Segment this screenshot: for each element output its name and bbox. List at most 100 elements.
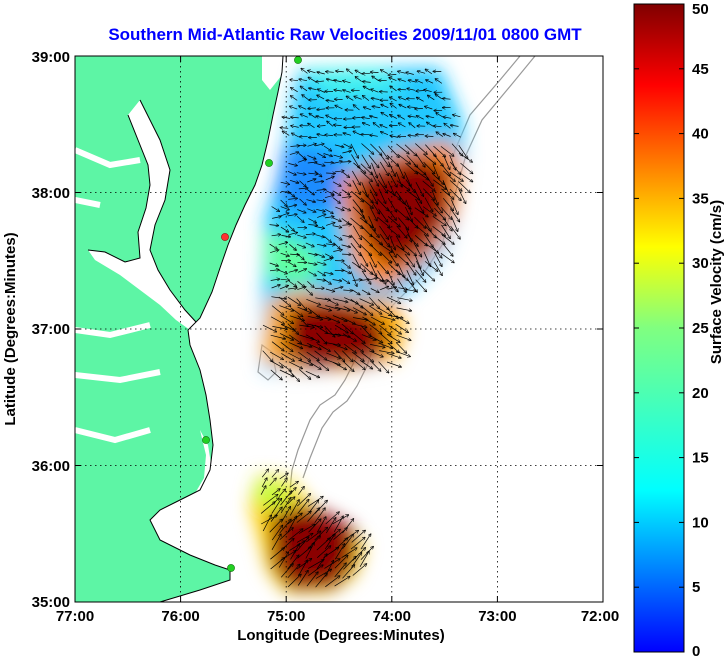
velocity-vector [317, 95, 325, 100]
velocity-vector [377, 299, 389, 309]
axis-tick-marks [75, 56, 603, 602]
velocity-vector [398, 115, 405, 120]
velocity-vector [309, 88, 317, 90]
velocity-vector [406, 261, 416, 275]
velocity-vector [389, 78, 397, 81]
velocity-vector [442, 154, 449, 170]
velocity-vector [341, 278, 350, 284]
velocity-vector [360, 534, 371, 550]
velocity-vector [395, 190, 405, 204]
velocity-vector [288, 270, 298, 273]
velocity-vector [299, 334, 313, 339]
velocity-vector [417, 71, 426, 74]
velocity-vector [423, 161, 435, 174]
velocity-vector [332, 217, 341, 222]
velocity-vector [379, 350, 394, 354]
velocity-vector [442, 243, 453, 257]
velocity-vector [314, 350, 327, 360]
velocity-vector [361, 182, 368, 197]
velocity-vector [271, 296, 286, 299]
velocity-vector [426, 80, 434, 84]
velocity-vector [289, 500, 299, 516]
velocity-vector [351, 154, 359, 168]
velocity-vector [287, 323, 299, 335]
velocity-vector [305, 370, 320, 377]
velocity-vector [342, 565, 355, 579]
velocity-vector [387, 287, 397, 290]
velocity-vector [343, 180, 351, 186]
velocity-vector [352, 253, 361, 268]
velocity-vector [301, 69, 308, 74]
velocity-vector [399, 97, 407, 101]
velocity-vector [269, 360, 283, 367]
velocity-vector [381, 132, 389, 136]
velocity-vector [282, 117, 291, 119]
velocity-vector [368, 278, 378, 281]
velocity-vector [271, 285, 280, 289]
velocity-vector [272, 217, 281, 219]
velocity-vector [346, 96, 354, 101]
velocity-vector [369, 189, 377, 204]
velocity-vector [342, 206, 350, 211]
colorbar-tick-label: 5 [692, 579, 700, 596]
velocity-vector [297, 287, 306, 290]
velocity-vector [428, 95, 435, 101]
x-tick-label: 72:00 [581, 608, 619, 625]
velocity-vector [325, 576, 339, 588]
velocity-vector [317, 109, 326, 110]
velocity-vector [415, 153, 425, 167]
velocity-vector [291, 117, 299, 118]
velocity-vector [279, 333, 293, 340]
velocity-vector [315, 227, 324, 229]
velocity-vector [279, 286, 288, 290]
y-axis-label: Latitude (Degrees:Minutes) [2, 232, 19, 425]
velocity-vector [386, 296, 401, 303]
velocity-vector [278, 362, 291, 371]
velocity-vector [377, 198, 389, 211]
velocity-vector [332, 280, 342, 282]
velocity-vector [298, 369, 310, 379]
velocity-vector [271, 341, 284, 351]
velocity-vector [315, 573, 328, 588]
velocity-vector [325, 177, 334, 181]
velocity-vector [360, 197, 373, 208]
velocity-vector [332, 181, 341, 186]
velocity-vector [368, 154, 379, 168]
velocity-vector [425, 136, 434, 137]
velocity-vector [414, 235, 427, 246]
velocity-vector [343, 133, 352, 136]
velocity-vector [359, 244, 372, 255]
velocity-vector [317, 72, 325, 74]
velocity-vector [386, 352, 401, 358]
velocity-vector [287, 170, 296, 175]
velocity-vector [334, 556, 348, 569]
velocity-vector [334, 144, 344, 147]
velocity-vector [342, 360, 354, 371]
velocity-vector [325, 512, 339, 525]
velocity-vector [433, 252, 442, 266]
velocity-vector [458, 181, 471, 193]
velocity-vector [343, 290, 352, 291]
velocity-vector [261, 478, 267, 488]
velocity-vector [332, 190, 341, 196]
velocity-vector [282, 131, 290, 136]
velocity-vector [325, 208, 333, 213]
velocity-vector [395, 342, 407, 354]
velocity-vector [306, 351, 319, 360]
velocity-vector [269, 225, 279, 226]
velocity-vector [377, 261, 388, 273]
velocity-vector [352, 225, 361, 240]
velocity-vector [378, 342, 392, 348]
velocity-vector [287, 205, 297, 208]
velocity-vector [298, 560, 307, 577]
velocity-vector [390, 115, 397, 119]
velocity-vector [314, 508, 325, 523]
velocity-vector [343, 81, 351, 84]
velocity-vector [434, 126, 442, 127]
velocity-vector [315, 315, 331, 319]
y-tick-label: 35:00 [32, 594, 70, 611]
x-tick-label: 76:00 [161, 608, 199, 625]
velocity-vector [431, 173, 444, 184]
velocity-vector [378, 173, 386, 187]
velocity-vector [318, 89, 326, 93]
